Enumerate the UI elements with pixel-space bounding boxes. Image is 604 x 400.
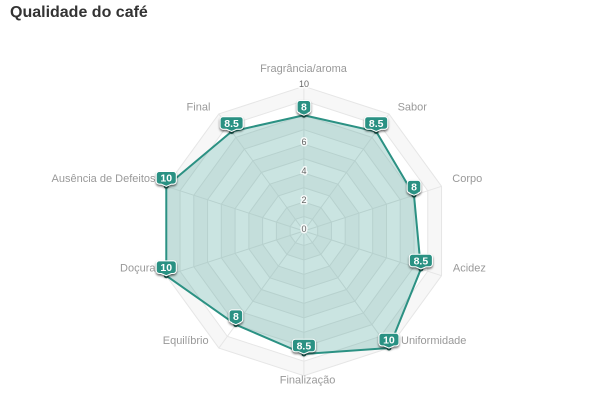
svg-text:10: 10 [160, 173, 172, 185]
svg-text:0: 0 [301, 224, 306, 234]
svg-text:8.5: 8.5 [224, 118, 239, 130]
svg-text:Ausência de Defeitos: Ausência de Defeitos [52, 173, 156, 185]
svg-text:8.5: 8.5 [414, 255, 429, 267]
svg-text:4: 4 [301, 166, 306, 176]
svg-text:6: 6 [301, 137, 306, 147]
svg-text:8.5: 8.5 [297, 340, 312, 352]
svg-text:8: 8 [233, 311, 239, 323]
svg-text:6: 6 [301, 137, 306, 147]
svg-text:Corpo: Corpo [452, 173, 482, 185]
svg-text:10: 10 [299, 79, 309, 89]
svg-text:Acidez: Acidez [453, 262, 486, 274]
svg-text:2: 2 [301, 195, 306, 205]
svg-text:Sabor: Sabor [398, 102, 428, 114]
svg-text:8: 8 [301, 102, 307, 114]
svg-text:2: 2 [301, 195, 306, 205]
svg-text:Equilíbrio: Equilíbrio [163, 335, 209, 347]
svg-text:10: 10 [383, 334, 395, 346]
svg-text:8.5: 8.5 [369, 118, 384, 130]
svg-text:8: 8 [411, 182, 417, 194]
svg-text:10: 10 [160, 262, 172, 274]
svg-text:Uniformidade: Uniformidade [401, 335, 466, 347]
svg-text:0: 0 [301, 224, 306, 234]
svg-text:Finalização: Finalização [280, 374, 336, 386]
svg-text:Fragrância/aroma: Fragrância/aroma [260, 63, 348, 75]
svg-text:Final: Final [187, 102, 211, 114]
svg-text:10: 10 [299, 79, 309, 89]
svg-text:Doçura: Doçura [120, 262, 156, 274]
svg-text:4: 4 [301, 166, 306, 176]
